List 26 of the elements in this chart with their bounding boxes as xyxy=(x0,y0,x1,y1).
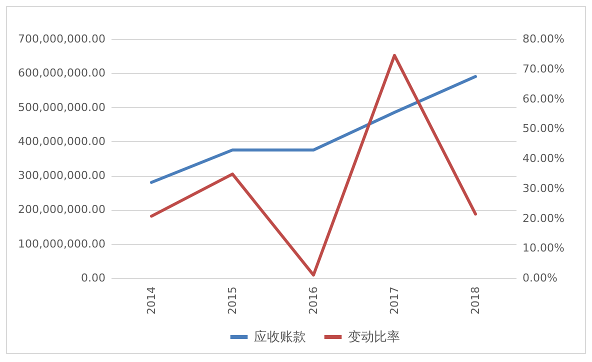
line-series xyxy=(150,54,477,277)
y-tick-label: 700,000,000.00 xyxy=(18,32,106,46)
y2-tick-label: 80.00% xyxy=(522,32,564,46)
y2-tick-label: 30.00% xyxy=(522,182,564,195)
x-tick-label: 2016 xyxy=(307,286,320,314)
y2-tick-label: 10.00% xyxy=(522,242,564,255)
y-tick-label: 100,000,000.00 xyxy=(18,237,106,250)
y2-tick-label: 20.00% xyxy=(522,212,564,225)
y2-tick-label: 60.00% xyxy=(522,92,564,106)
y-tick-label: 600,000,000.00 xyxy=(18,66,106,80)
y-tick-label: 300,000,000.00 xyxy=(18,169,106,182)
y-tick-label: 500,000,000.00 xyxy=(18,100,106,114)
y-tick-label: 200,000,000.00 xyxy=(18,203,106,216)
x-tick-label: 2018 xyxy=(469,286,482,314)
y-tick-label: 400,000,000.00 xyxy=(18,134,106,148)
x-tick-label: 2014 xyxy=(145,286,158,314)
y-tick-label: 0.00 xyxy=(81,272,106,284)
y2-tick-label: 50.00% xyxy=(522,122,564,136)
line-series xyxy=(150,75,477,184)
y2-tick-label: 0.00% xyxy=(522,272,558,284)
legend-label: 应收账款 xyxy=(254,329,306,345)
x-tick-label: 2017 xyxy=(388,286,401,314)
legend-label: 变动比率 xyxy=(348,329,400,345)
y2-tick-label: 70.00% xyxy=(522,62,564,76)
x-tick-label: 2015 xyxy=(226,286,239,314)
y2-tick-label: 40.00% xyxy=(522,152,564,165)
